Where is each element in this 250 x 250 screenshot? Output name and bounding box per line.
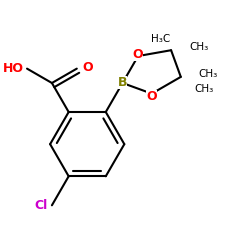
Text: CH₃: CH₃ (189, 42, 208, 52)
Text: O: O (82, 61, 93, 74)
Text: Cl: Cl (34, 199, 48, 212)
Text: H₃C: H₃C (151, 34, 170, 44)
Text: CH₃: CH₃ (194, 84, 213, 94)
Text: HO: HO (2, 62, 24, 75)
Text: B: B (118, 76, 127, 90)
Text: CH₃: CH₃ (199, 70, 218, 80)
Text: O: O (146, 90, 157, 102)
Text: O: O (133, 48, 143, 61)
